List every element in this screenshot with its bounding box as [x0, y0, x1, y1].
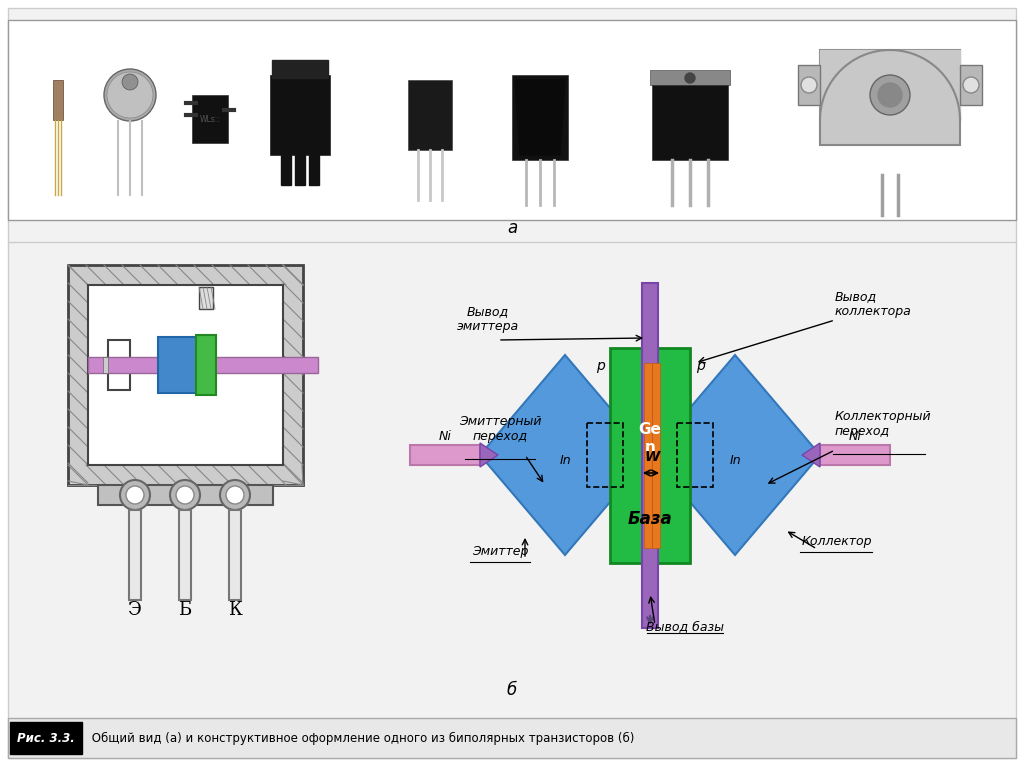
Polygon shape	[512, 75, 568, 160]
Bar	[677, 423, 713, 487]
Text: К: К	[228, 601, 242, 619]
Bar	[652, 85, 728, 160]
Circle shape	[801, 77, 817, 93]
Polygon shape	[408, 80, 452, 150]
Text: Вывод
коллектора: Вывод коллектора	[835, 290, 911, 318]
Polygon shape	[802, 443, 820, 467]
Circle shape	[120, 480, 150, 510]
Bar	[10, 722, 82, 754]
Circle shape	[176, 486, 194, 504]
Bar	[610, 348, 690, 563]
Circle shape	[220, 480, 250, 510]
Text: Ge: Ge	[639, 423, 662, 437]
Bar	[798, 65, 820, 105]
Bar	[295, 155, 305, 185]
Bar	[163, 340, 185, 390]
Text: База: База	[628, 510, 673, 528]
Circle shape	[126, 486, 144, 504]
Text: Вывод базы: Вывод базы	[646, 620, 724, 633]
Bar	[229, 510, 241, 600]
Text: а: а	[507, 219, 517, 237]
Bar	[8, 718, 1016, 758]
Bar	[652, 363, 660, 548]
Bar	[642, 283, 658, 628]
Bar	[88, 357, 318, 373]
Text: Коллектор: Коллектор	[802, 535, 872, 548]
Bar	[961, 65, 982, 105]
Bar	[129, 510, 141, 600]
Text: p: p	[695, 359, 705, 373]
Bar	[179, 510, 191, 600]
Bar	[53, 80, 63, 120]
Bar	[820, 445, 890, 465]
Text: In: In	[559, 453, 570, 466]
Bar	[644, 363, 652, 548]
Bar	[410, 445, 480, 465]
Text: Ni: Ni	[438, 430, 452, 443]
Text: Рис. 3.3.: Рис. 3.3.	[17, 732, 75, 745]
Bar	[272, 60, 328, 78]
Circle shape	[170, 480, 200, 510]
Bar	[103, 357, 108, 373]
Text: Эмиттерный
переход: Эмиттерный переход	[459, 415, 542, 443]
Circle shape	[963, 77, 979, 93]
Bar	[281, 155, 291, 185]
Bar	[199, 287, 213, 309]
Text: Б: Б	[178, 601, 191, 619]
Circle shape	[226, 486, 244, 504]
Circle shape	[104, 69, 156, 121]
Circle shape	[685, 73, 695, 83]
Text: In: In	[729, 453, 740, 466]
Text: Вывод
эмиттера: Вывод эмиттера	[457, 305, 519, 333]
Polygon shape	[515, 80, 565, 155]
Polygon shape	[480, 443, 498, 467]
Text: p: p	[596, 359, 604, 373]
Bar	[309, 155, 319, 185]
Circle shape	[122, 74, 138, 90]
Bar	[158, 357, 163, 373]
Text: W: W	[644, 450, 659, 464]
Bar	[193, 95, 228, 143]
Polygon shape	[480, 355, 650, 555]
Bar	[68, 265, 303, 485]
Text: n: n	[644, 439, 655, 455]
Bar	[196, 335, 216, 395]
Bar	[108, 340, 130, 390]
Bar	[270, 75, 330, 155]
Circle shape	[870, 75, 910, 115]
Polygon shape	[650, 355, 820, 555]
Text: WLs::: WLs::	[200, 114, 220, 123]
Bar	[88, 285, 283, 465]
Text: б: б	[507, 681, 517, 699]
Bar	[158, 337, 210, 393]
Bar	[98, 485, 273, 505]
Text: Эмиттер: Эмиттер	[472, 545, 528, 558]
Text: Э: Э	[128, 601, 142, 619]
Circle shape	[106, 72, 153, 118]
Bar	[650, 70, 730, 85]
Bar	[587, 423, 623, 487]
Bar	[820, 50, 961, 145]
Bar	[8, 20, 1016, 220]
Text: Ni: Ni	[849, 430, 861, 443]
Text: Коллекторный
переход: Коллекторный переход	[835, 410, 932, 438]
Text: Общий вид (а) и конструктивное оформление одного из биполярных транзисторов (б): Общий вид (а) и конструктивное оформлени…	[88, 732, 635, 745]
Circle shape	[878, 83, 902, 107]
